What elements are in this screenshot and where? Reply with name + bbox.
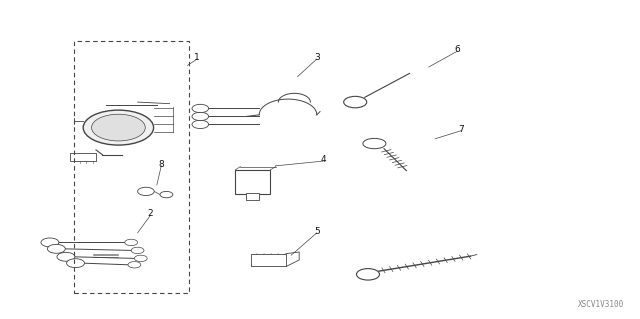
Text: XSCV1V3100: XSCV1V3100: [578, 300, 624, 309]
Ellipse shape: [356, 269, 380, 280]
Ellipse shape: [160, 191, 173, 198]
Ellipse shape: [138, 187, 154, 196]
Ellipse shape: [57, 252, 75, 261]
Ellipse shape: [125, 239, 138, 246]
Text: 3: 3: [314, 53, 319, 62]
Ellipse shape: [41, 238, 59, 247]
Ellipse shape: [131, 247, 144, 254]
Ellipse shape: [83, 110, 154, 145]
Bar: [251, 254, 287, 266]
Bar: [246, 193, 259, 200]
Ellipse shape: [363, 138, 386, 149]
Ellipse shape: [192, 112, 209, 121]
Ellipse shape: [128, 262, 141, 268]
Text: 8: 8: [159, 160, 164, 169]
Ellipse shape: [134, 255, 147, 262]
Ellipse shape: [67, 259, 84, 268]
Text: 5: 5: [314, 227, 319, 236]
Text: 2: 2: [148, 209, 153, 218]
Bar: [236, 170, 270, 194]
Ellipse shape: [344, 96, 367, 108]
Ellipse shape: [192, 120, 209, 129]
Text: 6: 6: [455, 45, 460, 54]
Text: 7: 7: [458, 125, 463, 134]
Ellipse shape: [192, 104, 209, 113]
Ellipse shape: [92, 114, 145, 141]
Bar: [74, 41, 189, 293]
Bar: [70, 153, 96, 161]
Text: 4: 4: [321, 155, 326, 164]
Ellipse shape: [47, 244, 65, 253]
Text: 1: 1: [195, 53, 200, 62]
